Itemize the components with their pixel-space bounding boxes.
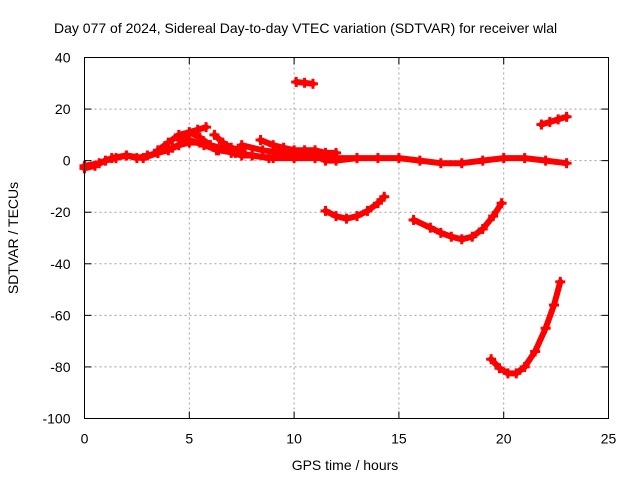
data-point bbox=[414, 155, 425, 166]
data-point bbox=[289, 145, 300, 156]
data-point bbox=[263, 153, 274, 164]
x-tick-label: 10 bbox=[286, 431, 302, 447]
data-point bbox=[291, 76, 302, 87]
data-point bbox=[299, 77, 310, 88]
data-point bbox=[549, 300, 560, 311]
data-point bbox=[209, 129, 220, 140]
data-point bbox=[496, 198, 507, 209]
data-point bbox=[519, 153, 530, 164]
data-point bbox=[351, 211, 362, 222]
data-point bbox=[211, 145, 222, 156]
data-point bbox=[362, 205, 373, 216]
series-dip-2 bbox=[410, 200, 505, 243]
data-point bbox=[456, 158, 467, 169]
tick-labels: 0 5 10 15 20 25 -100 -80 -60 -40 -20 0 20 40 bbox=[42, 50, 616, 447]
data-point bbox=[540, 323, 551, 334]
data-point bbox=[331, 147, 342, 158]
y-axis-label: SDTVAR / TECUs bbox=[5, 182, 21, 294]
data-point bbox=[435, 158, 446, 169]
data-point bbox=[194, 132, 205, 143]
data-point bbox=[320, 205, 331, 216]
data-point bbox=[446, 231, 457, 242]
data-point bbox=[561, 158, 572, 169]
data-point bbox=[544, 116, 555, 127]
data-point bbox=[278, 142, 289, 153]
data-point bbox=[138, 153, 149, 164]
chart-title: Day 077 of 2024, Sidereal Day-to-day VTE… bbox=[54, 20, 557, 36]
data-point bbox=[519, 361, 530, 372]
data-point bbox=[393, 153, 404, 164]
data-point bbox=[498, 153, 509, 164]
data-point bbox=[331, 211, 342, 222]
y-tick-label: -80 bbox=[50, 359, 70, 375]
data-point bbox=[175, 135, 186, 146]
data-point bbox=[372, 153, 383, 164]
data-point bbox=[456, 234, 467, 245]
data-point bbox=[467, 231, 478, 242]
y-tick-label: -60 bbox=[50, 307, 70, 323]
series-arc-early-3 bbox=[211, 131, 245, 154]
y-tick-label: 20 bbox=[55, 101, 71, 117]
data-point bbox=[553, 114, 564, 125]
x-axis-label: GPS time / hours bbox=[292, 457, 399, 473]
data-point bbox=[94, 158, 105, 169]
x-tick-label: 20 bbox=[496, 431, 512, 447]
data-point bbox=[299, 145, 310, 156]
data-point bbox=[372, 198, 383, 209]
y-tick-label: -100 bbox=[42, 411, 70, 427]
x-tick-label: 5 bbox=[185, 431, 193, 447]
data-point bbox=[561, 111, 572, 122]
data-point bbox=[192, 124, 203, 135]
data-point bbox=[435, 227, 446, 238]
data-point bbox=[477, 155, 488, 166]
y-tick-label: 0 bbox=[63, 153, 71, 169]
data-point bbox=[310, 145, 321, 156]
y-tick-label: -20 bbox=[50, 204, 70, 220]
data-point bbox=[486, 354, 497, 365]
data-point bbox=[379, 191, 390, 202]
data-point bbox=[226, 142, 237, 153]
data-point bbox=[477, 223, 488, 234]
data-point bbox=[236, 140, 247, 151]
data-point bbox=[121, 150, 132, 161]
y-tick-label: 40 bbox=[55, 50, 71, 66]
data-point bbox=[205, 140, 216, 151]
data-point bbox=[163, 137, 174, 148]
data-point bbox=[320, 147, 331, 158]
data-point bbox=[307, 78, 318, 89]
x-tick-label: 15 bbox=[391, 431, 407, 447]
data-point bbox=[425, 222, 436, 233]
data-series bbox=[79, 76, 572, 379]
data-point bbox=[184, 127, 195, 138]
data-point bbox=[268, 140, 279, 151]
data-point bbox=[530, 346, 541, 357]
y-tick-label: -40 bbox=[50, 256, 70, 272]
data-point bbox=[217, 137, 228, 148]
x-tick-label: 0 bbox=[81, 431, 89, 447]
data-point bbox=[167, 142, 178, 153]
data-point bbox=[511, 368, 522, 379]
data-point bbox=[201, 122, 212, 133]
data-point bbox=[536, 119, 547, 130]
x-tick-label: 25 bbox=[601, 431, 617, 447]
data-point bbox=[502, 368, 513, 379]
data-point bbox=[555, 276, 566, 287]
data-point bbox=[408, 214, 419, 225]
data-point bbox=[255, 135, 266, 146]
data-point bbox=[257, 145, 268, 156]
data-point bbox=[540, 155, 551, 166]
data-point bbox=[247, 150, 258, 161]
plot-frame bbox=[84, 57, 609, 419]
data-point bbox=[106, 153, 117, 164]
data-point bbox=[488, 211, 499, 222]
data-point bbox=[152, 145, 163, 156]
data-point bbox=[341, 213, 352, 224]
data-point bbox=[351, 153, 362, 164]
data-point bbox=[494, 363, 505, 374]
